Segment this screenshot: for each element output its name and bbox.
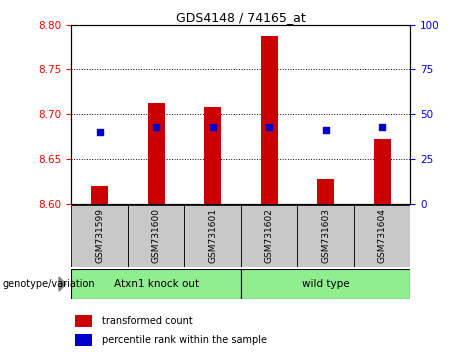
Bar xyxy=(373,139,390,204)
Bar xyxy=(354,205,410,267)
Bar xyxy=(241,205,297,267)
Bar xyxy=(75,315,92,327)
Text: GSM731599: GSM731599 xyxy=(95,209,104,263)
Polygon shape xyxy=(59,277,66,291)
Bar xyxy=(241,269,410,299)
Text: Atxn1 knock out: Atxn1 knock out xyxy=(113,279,199,289)
Bar xyxy=(204,107,221,204)
Point xyxy=(96,129,103,135)
Point xyxy=(209,124,216,130)
Bar xyxy=(71,205,128,267)
Bar xyxy=(297,205,354,267)
Bar xyxy=(75,334,92,346)
Bar xyxy=(91,186,108,204)
Point xyxy=(153,124,160,130)
Bar xyxy=(148,103,165,204)
Text: GSM731600: GSM731600 xyxy=(152,209,161,263)
Bar xyxy=(317,178,334,204)
Text: GSM731604: GSM731604 xyxy=(378,209,387,263)
Bar xyxy=(128,205,184,267)
Point xyxy=(378,124,386,130)
Title: GDS4148 / 74165_at: GDS4148 / 74165_at xyxy=(176,11,306,24)
Text: percentile rank within the sample: percentile rank within the sample xyxy=(102,335,267,345)
Text: wild type: wild type xyxy=(302,279,349,289)
Text: GSM731601: GSM731601 xyxy=(208,209,217,263)
Bar xyxy=(260,36,278,204)
Text: GSM731603: GSM731603 xyxy=(321,209,330,263)
Bar xyxy=(71,269,241,299)
Text: transformed count: transformed count xyxy=(102,316,193,326)
Point xyxy=(322,127,329,133)
Text: GSM731602: GSM731602 xyxy=(265,209,274,263)
Bar xyxy=(184,205,241,267)
Text: genotype/variation: genotype/variation xyxy=(2,279,95,289)
Point xyxy=(266,124,273,130)
